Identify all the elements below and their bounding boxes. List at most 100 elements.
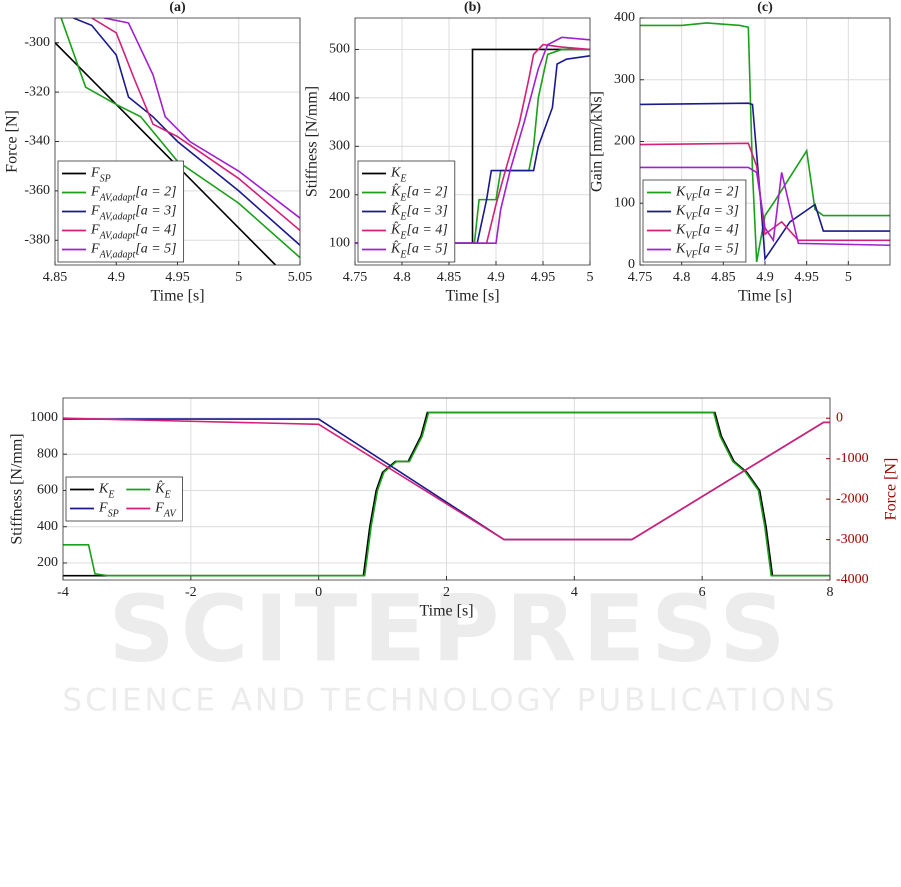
y-tick-label: 200	[329, 187, 350, 202]
chart-title: (c)	[757, 0, 773, 15]
x-tick-label: 4.75	[343, 270, 368, 285]
x-tick-label: 4.9	[108, 270, 126, 285]
x-tick-label: 5	[845, 270, 852, 285]
legend-label: KVF[a = 2]	[675, 185, 739, 204]
y-tick-label: -340	[24, 134, 50, 149]
legend-label: K̂E[a = 5]	[390, 240, 448, 260]
legend: KE K̂E FSP FAV	[65, 476, 183, 522]
legend-label: K̂E	[154, 480, 170, 500]
x-tick-label: 2	[443, 585, 450, 600]
series-line	[103, 18, 300, 219]
series-line	[640, 102, 890, 262]
chart-title: (b)	[464, 0, 481, 15]
legend-label: KVF[a = 3]	[675, 204, 739, 223]
series-line	[60, 18, 300, 259]
plot-lines	[640, 22, 890, 263]
legend-label: FSP	[90, 166, 111, 185]
plot-frame	[354, 17, 591, 266]
y-tick-label: 100	[329, 235, 350, 250]
x-tick-label: 4	[571, 585, 578, 600]
legend-label: FAV,adapt[a = 5]	[90, 242, 177, 261]
y-tick-label: -320	[24, 84, 50, 99]
legend-label: FAV,adapt[a = 4]	[90, 223, 177, 242]
chart-title: (a)	[169, 0, 186, 15]
legend-label: K̂E[a = 3]	[390, 202, 448, 222]
plot-frame	[54, 17, 301, 266]
x-tick-label: 4.75	[628, 270, 653, 285]
y-tick-label: 400	[614, 10, 635, 25]
plot-frame	[639, 17, 891, 266]
y2-tick-label: -4000	[836, 572, 869, 587]
x-tick-label: 4.95	[165, 270, 190, 285]
series-line	[55, 42, 277, 265]
legend-label: FAV,adapt[a = 2]	[90, 185, 177, 204]
plot-frame	[62, 397, 831, 581]
series-line	[63, 411, 830, 577]
y-tick-label: -380	[24, 233, 50, 248]
y2-axis-label: Force [N]	[883, 458, 900, 521]
legend-label: KE	[390, 166, 406, 185]
legend-box	[642, 179, 747, 263]
legend-label: KVF[a = 4]	[675, 223, 739, 242]
y-tick-label: -300	[24, 35, 50, 50]
y-tick-label: 400	[37, 519, 58, 534]
y-tick-label: 800	[37, 446, 58, 461]
y-tick-label: 0	[628, 257, 635, 272]
series-line	[640, 142, 890, 242]
y-tick-label: 300	[329, 139, 350, 154]
x-tick-label: 5.05	[288, 270, 313, 285]
x-tick-label: 4.85	[711, 270, 736, 285]
y-tick-label: 600	[37, 483, 58, 498]
series-line	[355, 43, 590, 245]
x-tick-label: 5	[235, 270, 242, 285]
series-line	[640, 22, 890, 263]
plot-lines	[55, 18, 300, 265]
legend-label: KVF[a = 5]	[675, 242, 739, 261]
y2-tick-label: -3000	[836, 532, 869, 547]
legend-box	[65, 476, 183, 522]
x-tick-label: 4.85	[437, 270, 462, 285]
legend: KEK̂E[a = 2]K̂E[a = 3]K̂E[a = 4]K̂E[a = …	[357, 160, 456, 263]
series-line	[355, 54, 590, 245]
x-axis-label: Time [s]	[150, 288, 204, 305]
y-tick-label: 300	[614, 72, 635, 87]
x-tick-label: 6	[699, 585, 706, 600]
plot-lines	[63, 411, 830, 577]
x-tick-label: 4.8	[393, 270, 411, 285]
legend: KVF[a = 2]KVF[a = 3]KVF[a = 4]KVF[a = 5]	[642, 179, 747, 263]
legend-label: K̂E[a = 2]	[390, 183, 448, 203]
y-tick-label: 400	[329, 90, 350, 105]
x-tick-label: 4.95	[794, 270, 819, 285]
x-tick-label: 4.9	[487, 270, 505, 285]
y-tick-label: 200	[37, 555, 58, 570]
x-axis-label: Time [s]	[738, 288, 792, 305]
series-line	[63, 417, 830, 541]
x-tick-label: 8	[827, 585, 834, 600]
x-tick-label: -4	[57, 585, 69, 600]
series-line	[91, 18, 300, 232]
x-tick-label: 4.95	[531, 270, 556, 285]
legend-label: FSP	[98, 501, 119, 520]
x-tick-label: 5	[587, 270, 594, 285]
legend-label: K̂E[a = 4]	[390, 221, 448, 241]
series-line	[73, 18, 300, 246]
x-tick-label: 4.85	[43, 270, 68, 285]
legend-label: FAV,adapt[a = 3]	[90, 204, 177, 223]
y-tick-label: 200	[614, 134, 635, 149]
y2-tick-label: -2000	[836, 491, 869, 506]
y-tick-label: 100	[614, 195, 635, 210]
series-line	[355, 36, 590, 245]
series-line	[63, 411, 830, 577]
x-axis-label: Time [s]	[419, 603, 473, 620]
y-tick-label: 500	[329, 42, 350, 57]
y-axis-label: Stiffness [N/mm]	[304, 86, 321, 197]
legend-label: FAV	[154, 501, 177, 520]
legend-label: KE	[98, 482, 114, 501]
y-tick-label: 1000	[30, 410, 58, 425]
x-tick-label: 0	[315, 585, 322, 600]
y-axis-label: Force [N]	[4, 110, 21, 173]
y2-tick-label: -1000	[836, 451, 869, 466]
y-tick-label: -360	[24, 183, 50, 198]
